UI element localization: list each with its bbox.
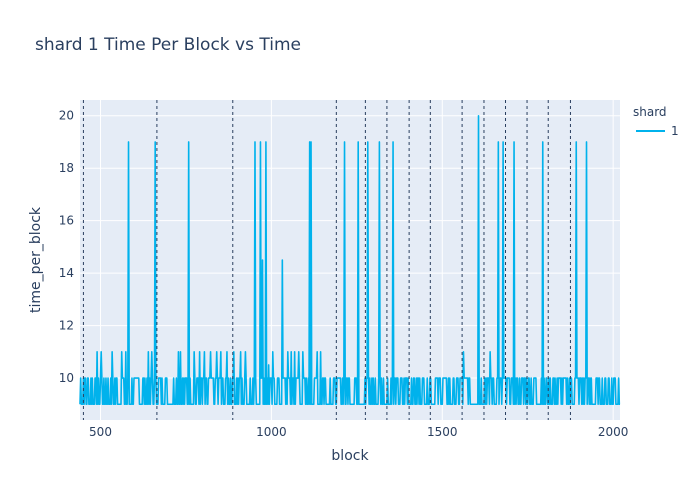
y-tick-label: 18: [59, 161, 74, 175]
y-tick-label: 10: [59, 371, 74, 385]
y-tick-label: 12: [59, 319, 74, 333]
series-layer: [79, 114, 621, 406]
y-tick-label: 20: [59, 109, 74, 123]
chart-title: shard 1 Time Per Block vs Time: [35, 35, 301, 55]
legend-item-label[interactable]: 1: [671, 124, 679, 138]
y-axis-title: time_per_block: [28, 206, 44, 313]
x-tick-label: 2000: [598, 425, 629, 439]
x-tick-label: 1000: [256, 425, 287, 439]
legend-title: shard: [633, 105, 667, 119]
y-tick-label: 16: [59, 214, 74, 228]
vertical-lines-layer: [82, 100, 571, 420]
x-tick-label: 1500: [427, 425, 458, 439]
plot-area: [80, 100, 620, 420]
x-axis-title: block: [331, 448, 369, 464]
series-line-1[interactable]: [79, 114, 621, 406]
tick-labels-layer: 500 1000 1500 2000 10 12 14 16 18 20: [59, 109, 629, 439]
x-tick-label: 500: [89, 425, 112, 439]
y-tick-label: 14: [59, 266, 74, 280]
